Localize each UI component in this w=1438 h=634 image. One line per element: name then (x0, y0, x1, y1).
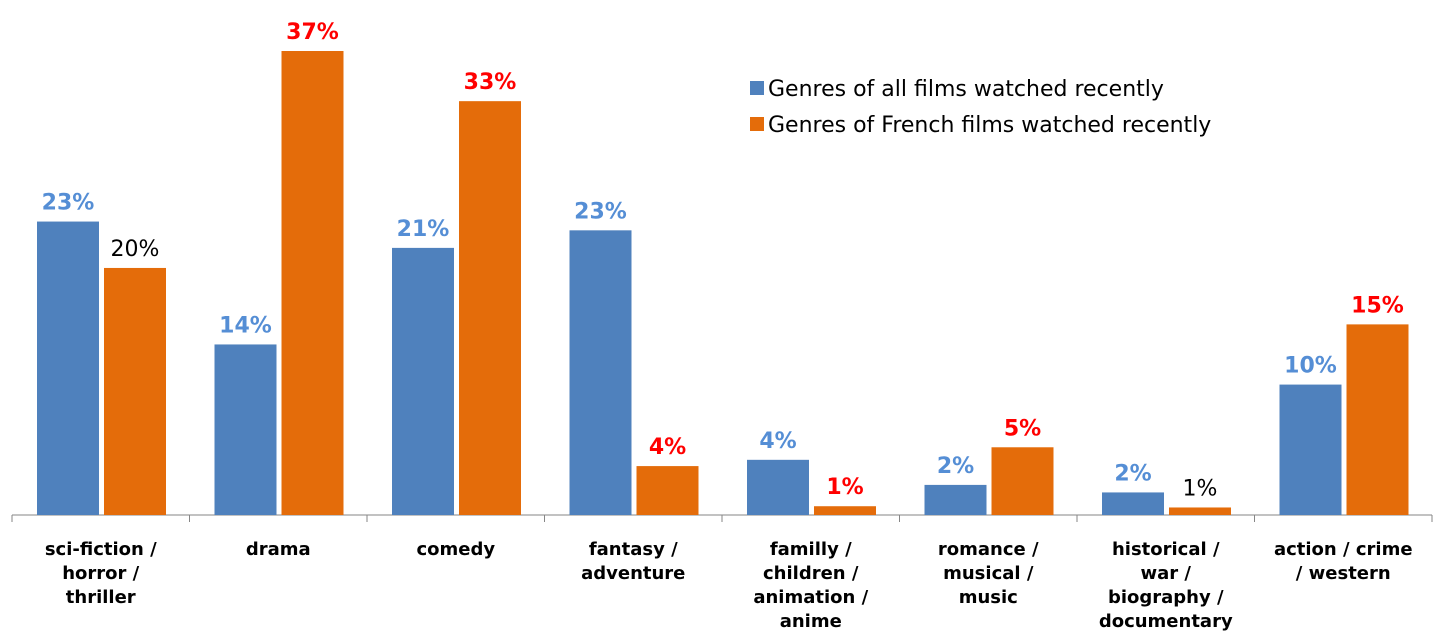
x-tick-label: action / crime (1274, 539, 1413, 560)
legend-swatch (750, 117, 764, 131)
data-label: 4% (649, 435, 686, 460)
data-label: 20% (111, 237, 160, 262)
data-label: 14% (219, 313, 272, 338)
x-tick-label: animation / (753, 587, 868, 608)
bar (459, 101, 521, 515)
data-label: 23% (574, 199, 627, 224)
x-tick-label: children / (763, 563, 859, 584)
x-tick-label: familly / (770, 539, 852, 560)
legend-label: Genres of all films watched recently (768, 77, 1164, 102)
bar (1346, 324, 1409, 515)
data-label: 1% (826, 475, 863, 500)
x-tick-label: comedy (416, 539, 495, 560)
bar (104, 267, 166, 515)
bar (1102, 492, 1164, 515)
bar (214, 344, 277, 515)
x-tick-label: thriller (66, 587, 136, 608)
x-tick-label: historical / (1112, 539, 1220, 560)
bar (924, 484, 987, 515)
x-tick-label: biography / (1108, 587, 1224, 608)
bar (569, 230, 632, 516)
data-label: 2% (937, 454, 974, 479)
data-label: 2% (1114, 461, 1151, 486)
legend-swatch (750, 81, 764, 95)
x-tick-label: adventure (581, 563, 685, 584)
data-label: 33% (464, 70, 517, 95)
bar (747, 459, 809, 515)
data-label: 15% (1351, 293, 1404, 318)
x-tick-label: music (959, 587, 1018, 608)
data-label: 10% (1284, 354, 1337, 379)
x-tick-label: fantasy / (589, 539, 678, 560)
x-tick-label: documentary (1099, 611, 1233, 632)
data-label: 5% (1004, 416, 1041, 441)
x-tick-label: anime (780, 611, 842, 632)
bar (636, 466, 699, 515)
bar (392, 247, 454, 516)
legend-label: Genres of French films watched recently (768, 113, 1211, 138)
data-label: 23% (42, 191, 95, 216)
bar (281, 51, 344, 515)
bar (991, 447, 1054, 515)
bar (1279, 384, 1342, 515)
data-label: 37% (286, 20, 339, 45)
data-label: 21% (397, 217, 450, 242)
x-tick-label: musical / (943, 563, 1034, 584)
data-label: 1% (1183, 476, 1218, 501)
x-tick-label: romance / (938, 539, 1039, 560)
bar (1169, 507, 1231, 515)
x-tick-label: drama (246, 539, 311, 560)
x-tick-label: / western (1296, 563, 1391, 584)
x-tick-label: horror / (62, 563, 139, 584)
bar (814, 506, 876, 515)
x-tick-label: sci-fiction / (45, 539, 157, 560)
x-tick-label: war / (1141, 563, 1192, 584)
data-label: 4% (759, 429, 796, 454)
bar (37, 221, 99, 516)
